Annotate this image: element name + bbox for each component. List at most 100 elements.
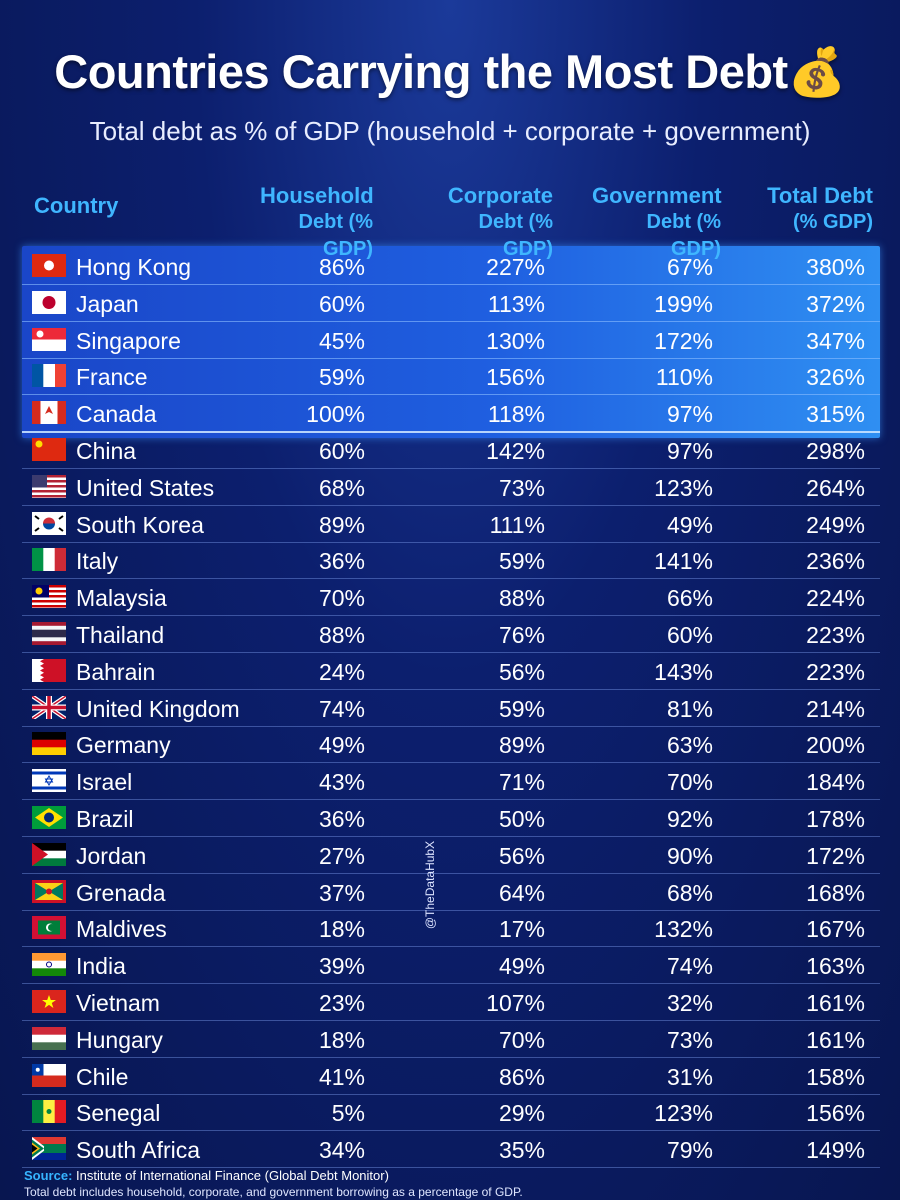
debt-value: 59% <box>318 364 365 391</box>
debt-value: 161% <box>806 990 865 1016</box>
table-row: Thailand 88% 76% 60% 223% <box>22 616 880 653</box>
debt-value: 100% <box>306 401 365 428</box>
flag <box>32 732 66 756</box>
debt-value: 200% <box>806 732 865 759</box>
table-row: United States 68% 73% 123% 264% <box>22 469 880 506</box>
flag <box>32 879 66 903</box>
country-name: Germany <box>76 732 171 759</box>
country-name: Jordan <box>76 842 147 869</box>
debt-value: 73% <box>666 1026 713 1053</box>
debt-value: 161% <box>806 1026 865 1053</box>
flag-part <box>35 440 43 448</box>
debt-value: 380% <box>806 254 865 280</box>
country-name: Brazil <box>76 806 134 832</box>
debt-value: 97% <box>666 401 713 428</box>
flag-part <box>44 775 54 787</box>
country-name: Canada <box>76 401 157 428</box>
column-header: Household Debt (% GDP) <box>260 182 374 263</box>
table-row: Brazil 36% 50% 92% 178% <box>22 800 880 837</box>
flag-part <box>32 1144 38 1153</box>
table-row: Japan 60% 113% 199% 372% <box>22 285 880 322</box>
flag <box>32 769 66 793</box>
header-unit: (% GDP) <box>793 211 873 233</box>
debt-value: 86% <box>498 1063 545 1090</box>
header-name: Country <box>34 193 119 218</box>
debt-value: 223% <box>806 622 865 648</box>
debt-value: 141% <box>654 548 713 575</box>
flag-part <box>32 658 44 682</box>
debt-value: 111% <box>489 511 545 538</box>
debt-value: 17% <box>498 916 545 943</box>
country-name: Hong Kong <box>76 254 192 280</box>
header-name: Government <box>592 183 722 208</box>
debt-value: 60% <box>318 290 365 317</box>
highlight-band <box>22 246 880 438</box>
debt-value: 347% <box>806 327 865 354</box>
debt-value: 156% <box>486 364 545 391</box>
watermark: @TheDataHubX <box>423 840 437 930</box>
flag-part <box>35 587 43 595</box>
flag-part <box>46 888 52 895</box>
table-row: Jordan 27% 56% 90% 172% <box>22 837 880 874</box>
flag-part <box>57 401 66 425</box>
debt-value: 50% <box>498 806 545 832</box>
flag-part <box>32 548 44 572</box>
debt-value: 5% <box>331 1100 365 1127</box>
debt-value: 156% <box>806 1100 865 1127</box>
debt-value: 36% <box>318 806 365 832</box>
debt-value: 149% <box>806 1137 865 1164</box>
flag-part <box>32 695 66 719</box>
flag-part <box>32 629 66 638</box>
debt-value: 67% <box>666 254 713 280</box>
country-name: Bahrain <box>76 658 156 685</box>
country-name: France <box>76 364 148 391</box>
country-name: Vietnam <box>76 990 160 1016</box>
table-row: Maldives 18% 17% 132% 167% <box>22 910 880 948</box>
flag <box>32 585 66 609</box>
debt-value: 372% <box>806 290 865 317</box>
flag <box>32 658 66 682</box>
debt-value: 90% <box>666 842 713 869</box>
header-unit: Debt (% GDP) <box>298 211 373 260</box>
debt-value: 68% <box>318 474 365 501</box>
flag-part <box>34 514 64 532</box>
country-name: South Africa <box>76 1137 201 1164</box>
table-row: South Korea 89% 111% 49% 249% <box>22 506 880 543</box>
debt-value: 214% <box>806 695 865 722</box>
flag-part <box>42 295 56 309</box>
flag <box>32 953 66 977</box>
flag-part <box>32 786 66 790</box>
debt-value: 70% <box>498 1026 545 1053</box>
debt-value: 107% <box>486 990 545 1016</box>
flag-part <box>32 769 66 793</box>
debt-value: 224% <box>806 585 865 612</box>
flag-part <box>44 812 54 823</box>
flag-part <box>43 517 55 524</box>
country-name: South Korea <box>76 511 204 538</box>
country-name: Senegal <box>76 1100 161 1127</box>
debt-value: 59% <box>498 695 545 722</box>
debt-value: 88% <box>498 585 545 612</box>
debt-value: 249% <box>806 511 865 538</box>
debt-value: 184% <box>806 769 865 796</box>
country-name: United Kingdom <box>76 695 240 722</box>
flag <box>32 364 66 388</box>
debt-value: 81% <box>666 695 713 722</box>
flag <box>32 1063 66 1087</box>
debt-value: 315% <box>806 401 865 428</box>
debt-value: 298% <box>806 438 865 464</box>
flag-part <box>32 474 47 488</box>
debt-value: 68% <box>666 879 713 906</box>
debt-value: 326% <box>806 364 865 391</box>
debt-value: 88% <box>318 622 365 648</box>
debt-value: 172% <box>654 327 713 354</box>
country-name: Hungary <box>76 1026 163 1053</box>
header-name: Corporate <box>447 183 553 208</box>
flag-part <box>32 1063 66 1076</box>
debt-value: 56% <box>498 658 545 685</box>
table-row: Canada 100% 118% 97% 315% <box>22 395 880 434</box>
country-name: India <box>76 953 126 980</box>
debt-value: 18% <box>318 1026 365 1053</box>
flag-part <box>32 1026 66 1035</box>
debt-value: 158% <box>806 1063 865 1090</box>
